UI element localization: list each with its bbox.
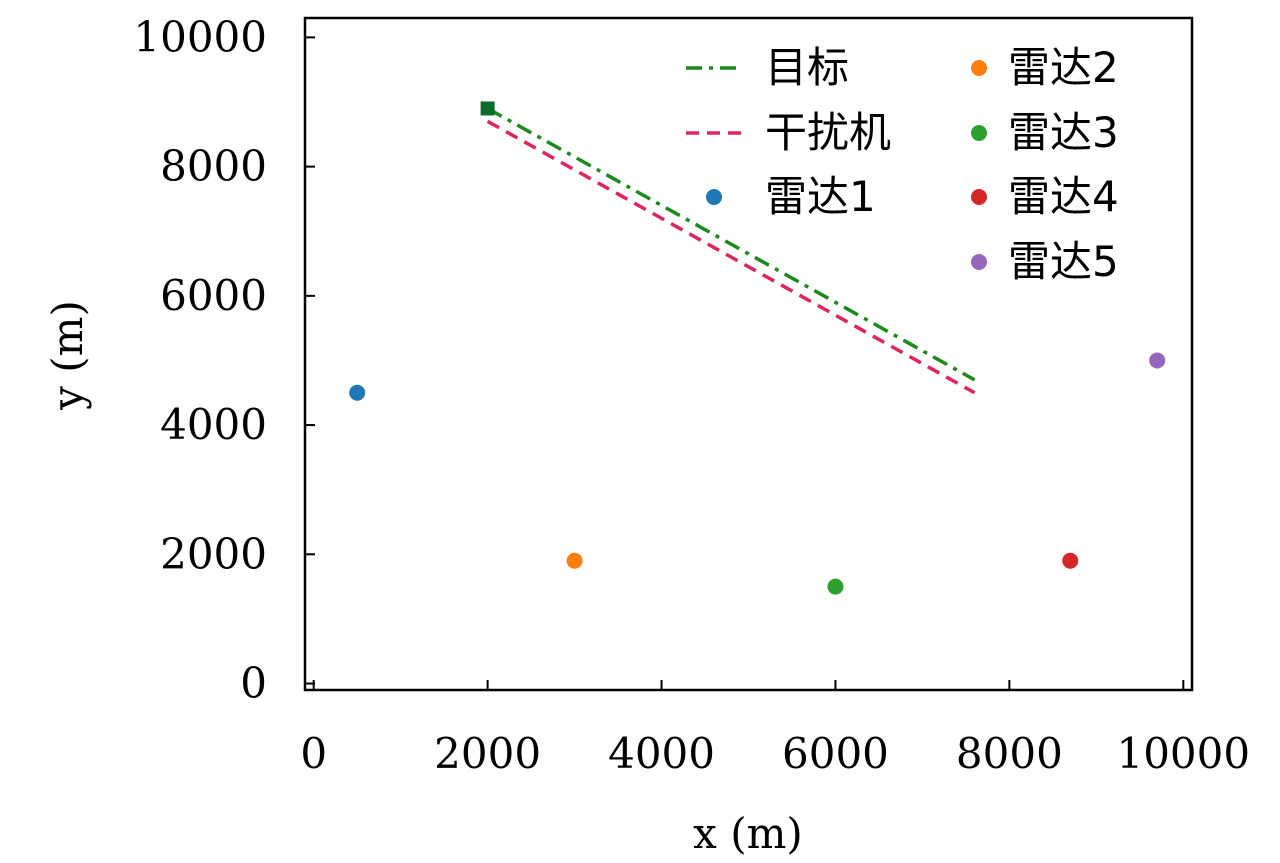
- radar-point-1: [349, 384, 366, 401]
- legend-label: 雷达1: [765, 172, 876, 221]
- tick-marks: [305, 36, 1185, 690]
- legend-point-swatch: [971, 254, 987, 270]
- radar-point-4: [1062, 552, 1079, 569]
- y-tick-label: 8000: [160, 142, 267, 191]
- legend-point-swatch: [971, 125, 987, 141]
- x-tick-label: 2000: [434, 729, 541, 778]
- x-tick-label: 4000: [608, 729, 715, 778]
- legend-label: 雷达4: [1008, 172, 1119, 221]
- y-axis-label: y (m): [43, 300, 92, 411]
- legend-label: 干扰机: [765, 108, 891, 157]
- line-series-1: [486, 106, 976, 382]
- x-tick-label: 8000: [956, 729, 1063, 778]
- radar-point-5: [1149, 352, 1166, 369]
- plot-frame: [303, 16, 1194, 692]
- x-tick-label: 6000: [782, 729, 889, 778]
- x-tick-label: 0: [300, 729, 327, 778]
- legend-label: 雷达5: [1008, 237, 1119, 286]
- y-tick-label: 0: [240, 659, 267, 708]
- legend-label: 雷达2: [1008, 43, 1119, 92]
- x-tick-label: 10000: [1116, 729, 1250, 778]
- legend-label: 目标: [765, 43, 849, 92]
- y-tick-labels: 0 2000 4000 6000 8000 10000: [133, 12, 267, 707]
- x-axis-label: x (m): [693, 809, 803, 858]
- series-points: [349, 352, 1166, 595]
- start-marker: [480, 101, 495, 116]
- x-tick-labels: 0 2000 4000 6000 8000 10000: [300, 729, 1250, 778]
- y-tick-label: 10000: [133, 12, 267, 61]
- series-lines: [480, 101, 976, 395]
- radar-point-2: [566, 552, 583, 569]
- radar-point-3: [827, 578, 844, 595]
- legend-point-swatch: [706, 189, 722, 205]
- y-tick-label: 2000: [160, 529, 267, 578]
- legend-point-swatch: [971, 60, 987, 76]
- y-tick-label: 4000: [160, 400, 267, 449]
- legend-point-swatch: [971, 189, 987, 205]
- line-series-2: [486, 119, 976, 395]
- y-tick-label: 6000: [160, 271, 267, 320]
- legend-label: 雷达3: [1008, 108, 1119, 157]
